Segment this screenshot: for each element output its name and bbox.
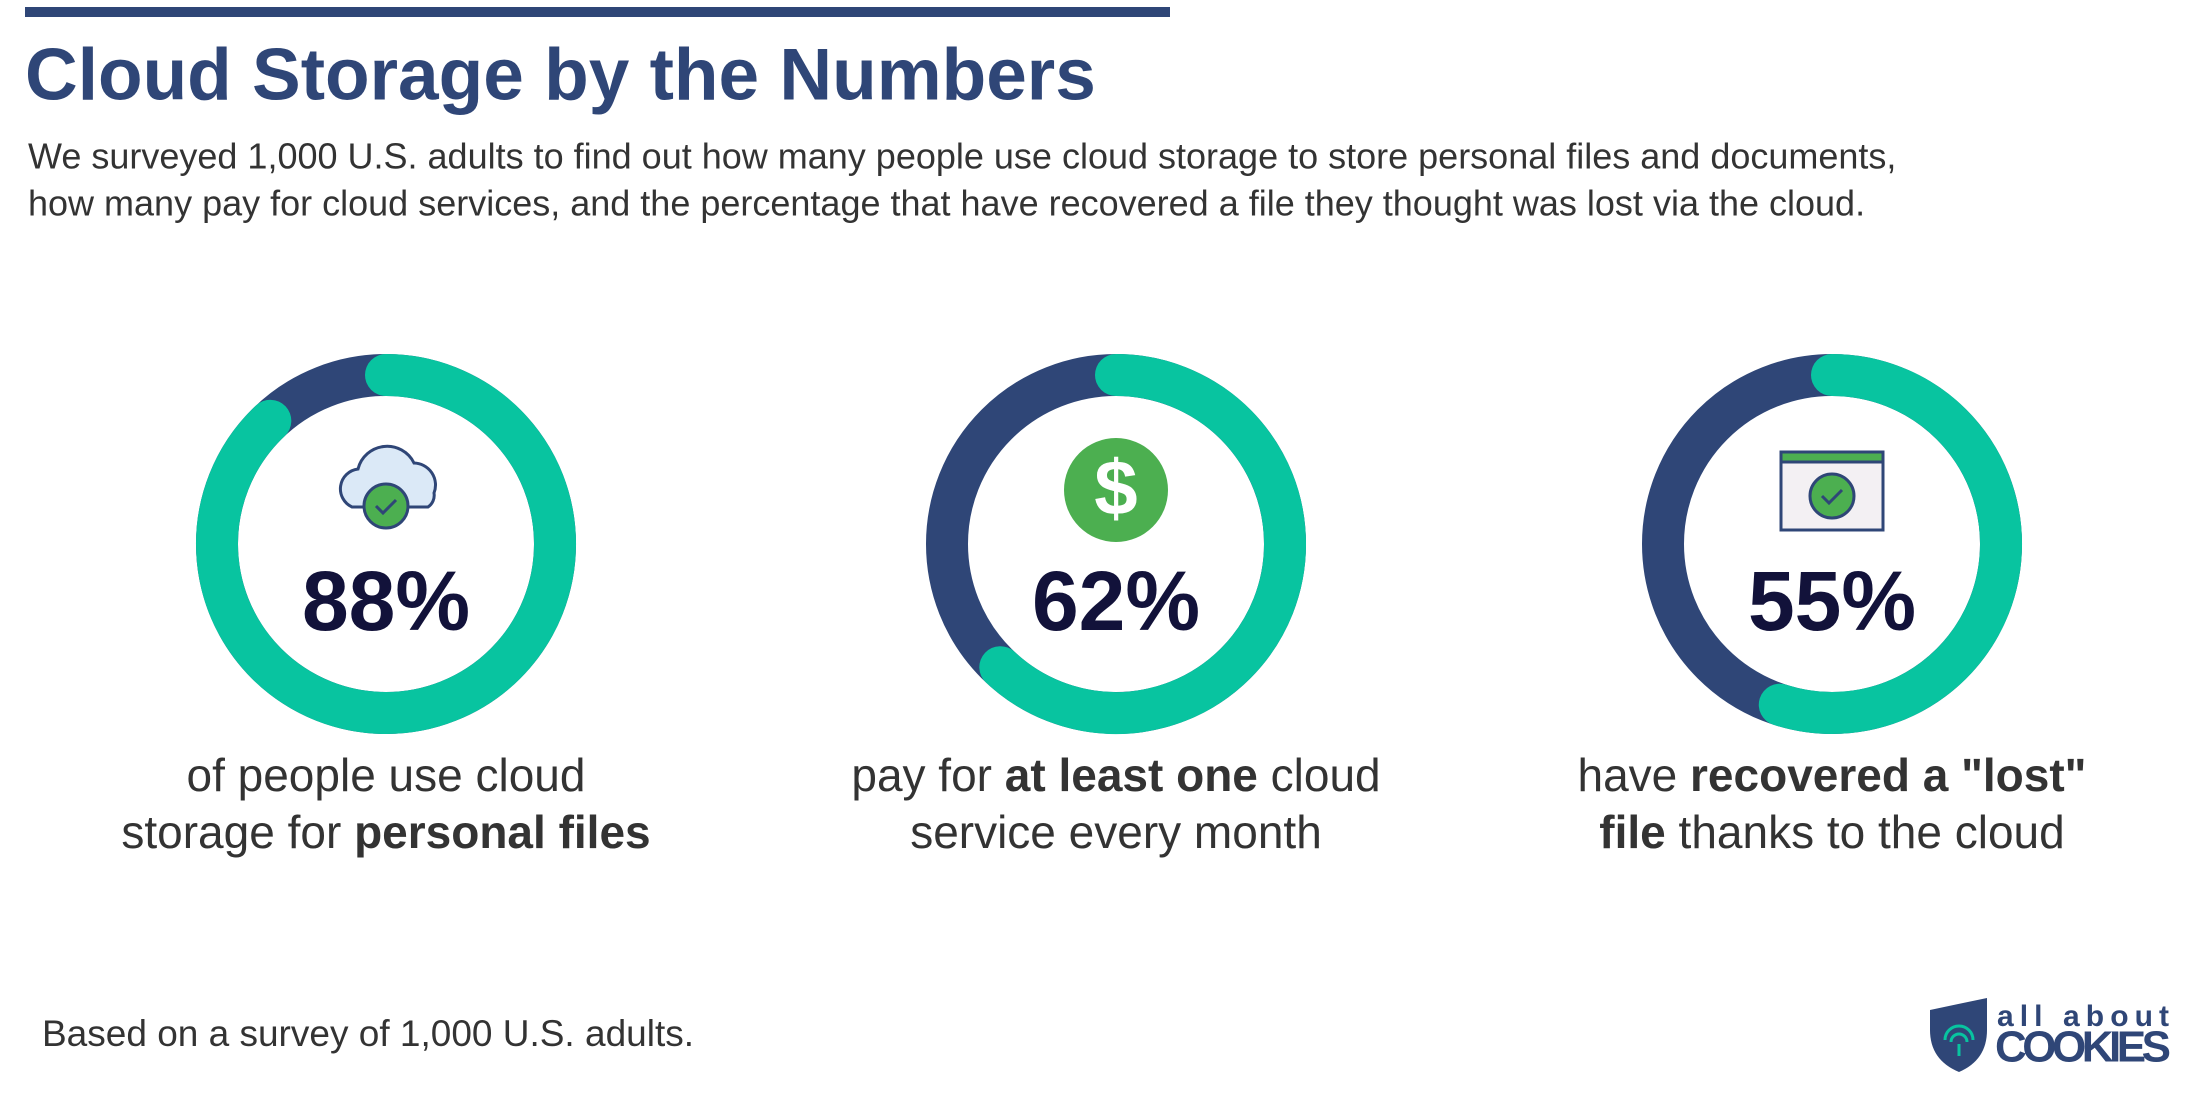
caption-line: have recovered a "lost" [1578, 749, 2087, 801]
percent-label: 88% [302, 554, 470, 648]
window-icon [1779, 450, 1885, 532]
subtitle-line: We surveyed 1,000 U.S. adults to find ou… [28, 136, 1896, 177]
caption-part: of people use cloud [187, 749, 586, 801]
percent-label: 55% [1748, 554, 1916, 648]
dollar-icon: $ [1064, 438, 1168, 542]
top-bar [25, 7, 1170, 17]
logo-text: COOKIES [1995, 1023, 2171, 1072]
caption-part: at least one [1005, 749, 1258, 801]
title: Cloud Storage by the Numbers [25, 34, 1096, 115]
caption-part: recovered a "lost" [1690, 749, 2086, 801]
caption-part: have [1578, 749, 1691, 801]
caption-part: storage for [121, 806, 354, 858]
caption-line: file thanks to the cloud [1599, 806, 2064, 858]
caption-part: thanks to the cloud [1666, 806, 2065, 858]
svg-text:$: $ [1094, 444, 1137, 532]
caption-part: personal files [354, 806, 651, 858]
footnote: Based on a survey of 1,000 U.S. adults. [42, 1013, 694, 1054]
caption-part: service every month [910, 806, 1322, 858]
donut-arc [1758, 354, 2022, 734]
caption-part: pay for [851, 749, 1004, 801]
caption-line: pay for at least one cloud [851, 749, 1380, 801]
logo: all about COOKIES [1930, 998, 2171, 1072]
caption-line: service every month [910, 806, 1322, 858]
donut-arc [196, 354, 576, 734]
subtitle-line: how many pay for cloud services, and the… [28, 183, 1865, 224]
percent-label: 62% [1032, 554, 1200, 648]
donut-arc [979, 354, 1306, 734]
caption-line: of people use cloud [187, 749, 586, 801]
caption-part: file [1599, 806, 1665, 858]
caption-line: storage for personal files [121, 806, 650, 858]
cloud-icon [338, 444, 437, 530]
caption-part: cloud [1258, 749, 1381, 801]
